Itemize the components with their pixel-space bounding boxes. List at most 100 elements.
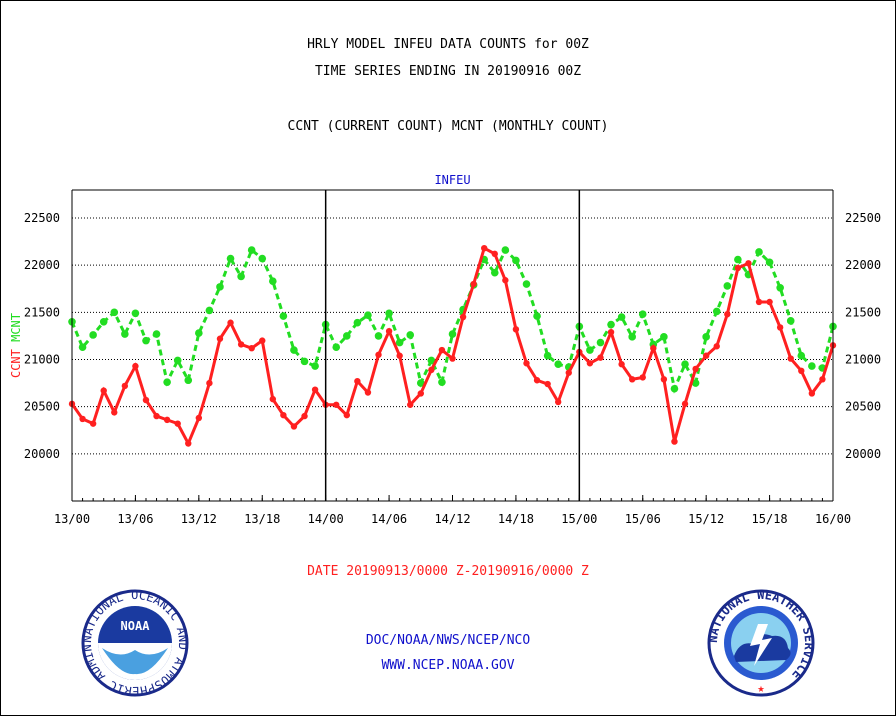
y-tick-label-left: 22000	[24, 258, 60, 272]
data-point-ccnt	[100, 387, 107, 394]
data-point-ccnt	[692, 365, 699, 373]
data-point-mcnt	[554, 360, 562, 369]
data-point-mcnt	[216, 283, 224, 291]
data-point-mcnt	[628, 333, 636, 341]
data-point-ccnt	[459, 313, 467, 321]
y-tick-label-right: 22500	[845, 211, 881, 225]
x-tick-label: 13/18	[244, 512, 280, 526]
data-point-ccnt	[280, 411, 287, 419]
data-point-mcnt	[89, 331, 97, 339]
data-point-ccnt	[808, 390, 816, 397]
data-point-mcnt	[765, 258, 774, 267]
data-point-mcnt	[670, 384, 679, 393]
y-tick-label-right: 20000	[845, 447, 881, 461]
y-tick-label-left: 22500	[24, 211, 60, 225]
data-point-mcnt	[279, 312, 288, 320]
data-point-mcnt	[448, 330, 457, 338]
data-point-mcnt	[755, 248, 763, 256]
data-point-ccnt	[554, 398, 562, 406]
data-point-ccnt	[798, 367, 805, 375]
x-tick-label: 15/12	[688, 512, 724, 526]
data-point-ccnt	[248, 344, 255, 352]
data-point-ccnt	[132, 362, 139, 370]
data-point-mcnt	[353, 318, 362, 327]
data-point-ccnt	[301, 412, 308, 420]
data-point-mcnt	[607, 320, 615, 329]
tick-labels: 20000 20000 20500 20500 21000 21000 21500 21500…	[9, 173, 881, 526]
data-point-mcnt	[385, 309, 393, 318]
data-point-mcnt	[490, 268, 499, 277]
plot-title: INFEU	[434, 173, 470, 187]
data-point-ccnt	[237, 341, 245, 348]
data-point-ccnt	[586, 360, 594, 367]
data-point-ccnt	[702, 352, 710, 359]
x-tick-label: 14/18	[498, 512, 534, 526]
x-tick-label: 13/06	[117, 512, 153, 526]
data-point-ccnt	[650, 344, 657, 352]
grid-lines	[72, 217, 833, 455]
y-tick-label-right: 20500	[845, 400, 881, 414]
data-point-ccnt	[724, 311, 731, 318]
data-point-mcnt	[152, 330, 161, 338]
x-tick-label: 16/00	[815, 512, 851, 526]
data-point-mcnt	[226, 254, 235, 263]
data-point-ccnt	[396, 352, 403, 359]
data-point-mcnt	[617, 313, 626, 321]
y-axis-label: CCNT MCNT	[9, 313, 23, 378]
data-point-mcnt	[290, 346, 298, 354]
data-point-ccnt	[776, 324, 784, 331]
data-point-ccnt	[713, 343, 720, 350]
data-point-ccnt	[502, 277, 509, 284]
data-point-ccnt	[544, 380, 551, 388]
data-point-ccnt	[639, 374, 646, 381]
data-point-ccnt	[153, 412, 160, 420]
data-point-ccnt	[671, 438, 678, 445]
x-tick-label: 14/12	[434, 512, 470, 526]
data-point-ccnt	[438, 346, 446, 354]
series-line-mcnt	[70, 247, 835, 394]
data-point-mcnt	[786, 317, 795, 325]
data-point-mcnt	[596, 338, 605, 347]
data-point-mcnt	[78, 343, 87, 352]
data-point-mcnt	[543, 351, 552, 360]
data-point-mcnt	[533, 312, 541, 320]
data-point-mcnt	[501, 246, 510, 254]
data-point-mcnt	[797, 351, 806, 360]
data-point-ccnt	[481, 244, 488, 252]
data-point-ccnt	[597, 354, 604, 361]
data-point-mcnt	[691, 379, 700, 387]
y-tick-label-left: 21500	[24, 305, 60, 319]
data-point-mcnt	[522, 280, 531, 288]
y-tick-label-right: 21500	[845, 305, 881, 319]
data-point-mcnt	[247, 246, 256, 254]
data-point-ccnt	[607, 328, 615, 336]
y-tick-label-right: 21000	[845, 353, 881, 367]
noaa-logo-text: NOAA	[121, 619, 151, 633]
data-point-ccnt	[111, 409, 118, 416]
data-point-mcnt	[416, 379, 425, 387]
data-point-mcnt	[427, 356, 436, 365]
x-tick-label: 15/18	[752, 512, 788, 526]
series-layer	[68, 244, 837, 447]
data-point-ccnt	[407, 401, 414, 408]
data-point-ccnt	[417, 390, 424, 397]
data-point-mcnt	[237, 272, 245, 281]
data-point-ccnt	[491, 250, 498, 258]
data-point-ccnt	[565, 369, 572, 376]
url-link[interactable]: WWW.NCEP.NOAA.GOV	[381, 658, 515, 673]
data-point-ccnt	[185, 440, 192, 447]
data-point-mcnt	[776, 284, 784, 292]
data-point-ccnt	[364, 389, 372, 396]
data-point-mcnt	[142, 336, 150, 345]
data-point-ccnt	[523, 360, 530, 367]
y-tick-label-left: 20500	[24, 400, 60, 414]
data-point-ccnt	[755, 298, 763, 306]
data-point-mcnt	[681, 360, 689, 369]
data-point-mcnt	[438, 378, 446, 386]
data-point-ccnt	[766, 298, 773, 306]
data-point-ccnt	[470, 280, 477, 288]
x-tick-label: 13/00	[54, 512, 90, 526]
data-point-ccnt	[660, 376, 668, 383]
data-point-mcnt	[110, 308, 119, 317]
data-point-ccnt	[216, 335, 224, 342]
